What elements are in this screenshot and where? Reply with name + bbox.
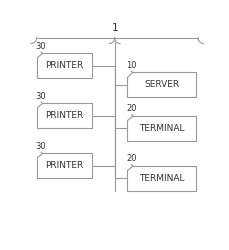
Text: 10: 10 xyxy=(126,61,137,70)
Polygon shape xyxy=(127,116,196,141)
Text: 1: 1 xyxy=(111,23,118,33)
Text: PRINTER: PRINTER xyxy=(45,161,83,170)
Text: TERMINAL: TERMINAL xyxy=(139,174,185,183)
Text: 20: 20 xyxy=(126,154,137,164)
Text: 30: 30 xyxy=(36,92,46,101)
Polygon shape xyxy=(37,153,92,178)
Text: SERVER: SERVER xyxy=(144,80,179,89)
Text: 30: 30 xyxy=(36,42,46,51)
Polygon shape xyxy=(37,103,92,128)
Polygon shape xyxy=(127,166,196,191)
Text: 20: 20 xyxy=(126,104,137,113)
Polygon shape xyxy=(37,53,92,78)
Text: PRINTER: PRINTER xyxy=(45,61,83,70)
Text: 30: 30 xyxy=(36,142,46,151)
Polygon shape xyxy=(127,72,196,98)
Text: PRINTER: PRINTER xyxy=(45,111,83,120)
Text: TERMINAL: TERMINAL xyxy=(139,124,185,133)
